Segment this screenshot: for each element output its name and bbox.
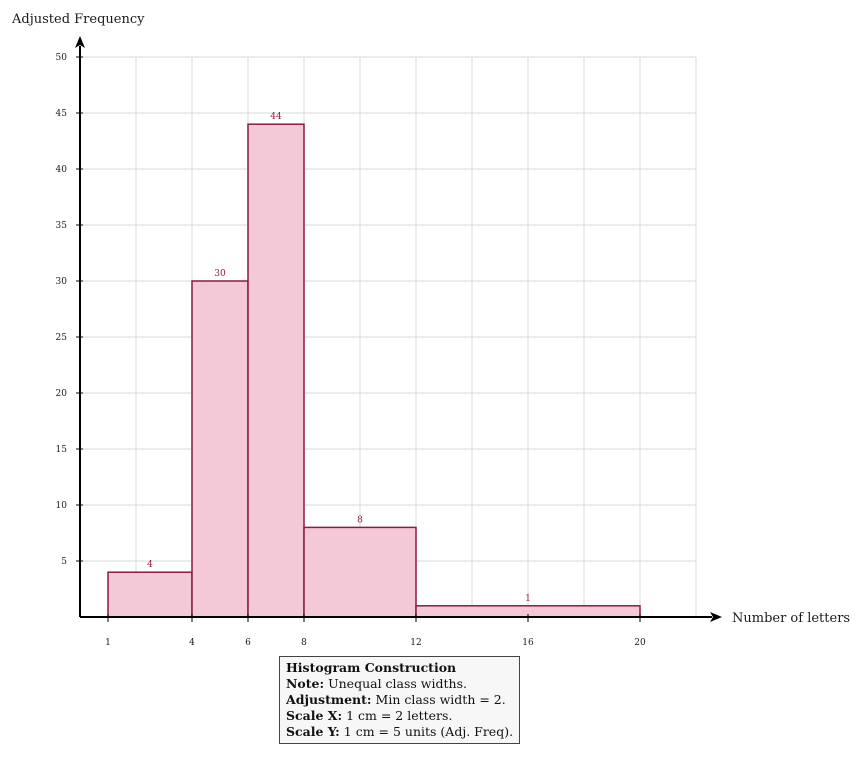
axes-group xyxy=(75,36,722,622)
y-tick-label-20: 20 xyxy=(56,389,68,399)
x-tick-label-6: 6 xyxy=(245,638,251,648)
histogram-bar-2 xyxy=(191,280,249,618)
bar-value-label-3: 44 xyxy=(270,112,282,122)
x-axis-arrow-icon xyxy=(710,612,722,622)
histogram-bar-3 xyxy=(247,123,305,618)
y-tick-label-10: 10 xyxy=(56,501,68,511)
y-tick-label-45: 45 xyxy=(56,109,68,119)
x-tick-label-4: 4 xyxy=(189,638,195,648)
y-tick-label-25: 25 xyxy=(56,333,68,343)
notes-row-scale-y: Scale Y: 1 cm = 5 units (Adj. Freq). xyxy=(286,724,514,739)
bar-value-label-4: 8 xyxy=(357,515,363,525)
y-tick-label-35: 35 xyxy=(56,221,68,231)
notes-row-scale-x: Scale X: 1 cm = 2 letters. xyxy=(286,708,453,723)
bar-value-label-2: 30 xyxy=(214,269,226,279)
x-tick-label-12: 12 xyxy=(410,638,421,648)
histogram-bar-1 xyxy=(107,571,193,618)
bar-value-label-5: 1 xyxy=(525,594,531,604)
y-tick-label-40: 40 xyxy=(56,165,68,175)
x-axis-label: Number of letters xyxy=(732,611,850,626)
x-tick-label-16: 16 xyxy=(522,638,534,648)
notes-title: Histogram Construction xyxy=(286,660,457,675)
ticks-group: 1 4 6 8 12 16 20 5 10 15 20 25 30 35 40 45 50 xyxy=(56,53,646,648)
histogram-notes-box: Histogram Construction Note: Unequal cla… xyxy=(279,656,521,744)
y-tick-label-5: 5 xyxy=(61,557,67,567)
y-tick-label-15: 15 xyxy=(56,445,68,455)
y-tick-label-50: 50 xyxy=(56,53,68,63)
y-axis-label: Adjusted Frequency xyxy=(11,12,145,27)
y-tick-label-30: 30 xyxy=(56,277,68,287)
grid-lines xyxy=(80,56,697,617)
histogram-bar-4 xyxy=(303,526,417,618)
bar-value-label-1: 4 xyxy=(147,560,153,570)
notes-row-note: Note: Unequal class widths. xyxy=(286,676,467,691)
x-tick-label-20: 20 xyxy=(634,638,646,648)
y-axis-arrow-icon xyxy=(75,36,85,48)
notes-row-adjustment: Adjustment: Min class width = 2. xyxy=(286,692,506,707)
x-tick-label-1: 1 xyxy=(105,638,111,648)
x-tick-label-8: 8 xyxy=(301,638,307,648)
bars-group: 4 30 44 8 1 xyxy=(107,112,641,618)
